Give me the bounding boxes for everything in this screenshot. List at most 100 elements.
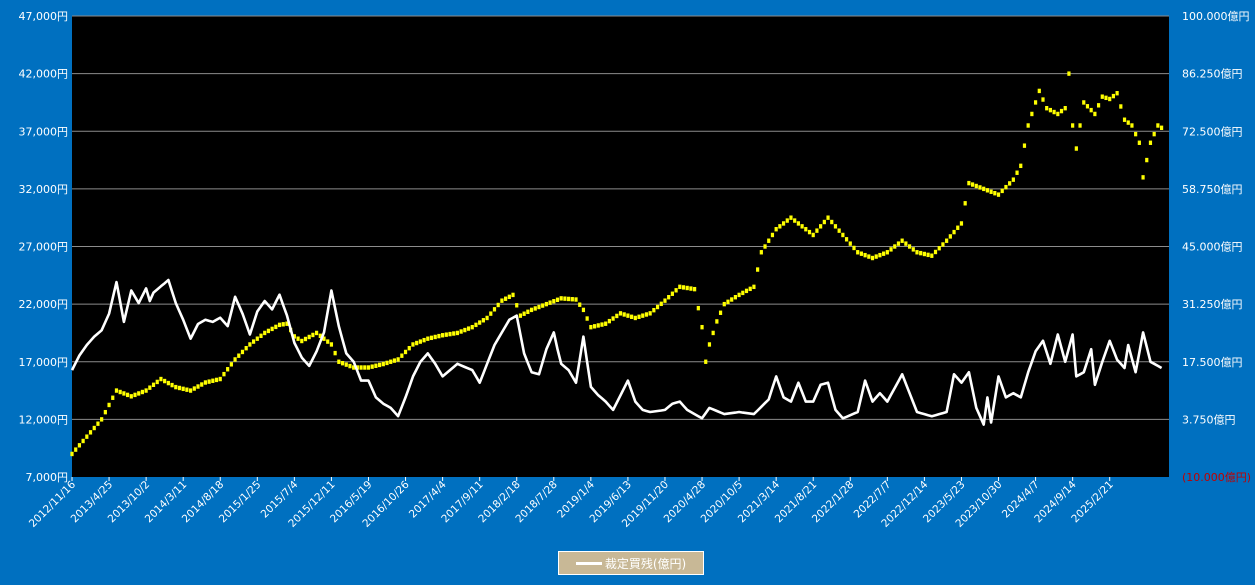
price-point: [296, 336, 300, 341]
price-point: [396, 357, 400, 362]
legend-label: 裁定買残(億円): [604, 556, 687, 571]
price-point: [641, 313, 645, 318]
price-point: [811, 232, 815, 238]
price-point: [77, 443, 82, 448]
price-point: [122, 391, 126, 396]
price-point: [774, 227, 778, 232]
price-point: [956, 225, 960, 230]
price-point: [785, 218, 789, 223]
price-point: [948, 234, 952, 239]
price-point: [192, 386, 196, 391]
price-point: [322, 336, 326, 341]
price-point: [444, 332, 448, 337]
y-right-tick-label: 72.500億円: [1182, 125, 1243, 138]
price-point: [704, 359, 708, 364]
price-point: [529, 307, 534, 313]
price-point: [655, 304, 660, 310]
price-point: [796, 221, 800, 226]
price-point: [285, 321, 289, 326]
price-point: [970, 182, 975, 187]
price-point: [504, 296, 508, 301]
price-point: [363, 365, 367, 370]
y-left-tick-label: 47,000円: [19, 10, 69, 23]
price-point: [1148, 140, 1153, 145]
price-point: [1119, 104, 1123, 109]
price-point: [466, 326, 471, 331]
price-point: [581, 307, 586, 313]
price-point: [526, 309, 530, 315]
price-point: [848, 241, 852, 246]
price-point: [741, 290, 745, 296]
price-point: [1130, 123, 1134, 128]
price-point: [303, 336, 308, 342]
price-point: [1008, 181, 1012, 186]
price-point: [307, 334, 311, 340]
price-point: [155, 379, 159, 385]
price-point: [733, 295, 737, 300]
price-point: [1100, 94, 1104, 99]
price-point: [1067, 71, 1071, 76]
price-point: [570, 297, 574, 302]
price-point: [611, 316, 615, 321]
balance-line: [70, 278, 1163, 426]
price-point: [163, 378, 167, 384]
y-left-tick-label: 7,000円: [26, 471, 69, 484]
price-point: [696, 305, 700, 311]
price-point: [952, 229, 956, 235]
price-point: [1078, 123, 1082, 128]
price-point: [911, 247, 915, 252]
price-point: [329, 342, 334, 347]
price-point: [441, 333, 445, 338]
price-point: [459, 329, 463, 334]
price-point: [985, 188, 990, 193]
price-point: [403, 349, 408, 355]
price-point: [474, 322, 478, 328]
price-point: [1037, 88, 1041, 94]
price-point: [819, 224, 823, 229]
price-point: [352, 365, 356, 370]
price-point: [255, 336, 259, 341]
price-point: [833, 224, 838, 229]
price-point: [1085, 104, 1090, 109]
price-point: [893, 244, 897, 249]
price-point: [389, 359, 393, 364]
price-point: [600, 322, 604, 327]
price-point: [429, 335, 434, 341]
left-axis-ticks: 7,000円 12,000円 17,000円 22,000円 27,000円 32,000…: [19, 10, 69, 484]
price-point: [81, 438, 85, 444]
price-point: [648, 311, 652, 316]
price-point: [214, 377, 219, 383]
price-point: [707, 342, 712, 347]
y-right-tick-label: (10.000億円): [1182, 471, 1251, 484]
price-point: [1104, 95, 1108, 101]
price-point: [478, 320, 482, 325]
price-point: [492, 307, 497, 312]
price-point: [118, 389, 122, 395]
price-point: [919, 250, 923, 256]
price-point: [789, 215, 793, 220]
price-point: [867, 254, 871, 259]
price-point: [422, 337, 426, 343]
price-point: [374, 363, 378, 368]
y-right-tick-label: 17.500億円: [1182, 356, 1243, 369]
price-point: [852, 245, 856, 251]
price-point: [88, 430, 93, 435]
price-point: [415, 340, 419, 346]
price-point: [882, 251, 886, 256]
price-point: [522, 311, 526, 316]
price-point: [663, 298, 667, 303]
y-right-tick-label: 100.000億円: [1182, 10, 1250, 23]
price-point: [211, 378, 215, 383]
price-point: [844, 237, 849, 242]
price-point: [1000, 188, 1004, 194]
price-point: [548, 300, 552, 305]
price-point: [763, 244, 767, 249]
price-point: [800, 224, 804, 229]
price-point: [685, 285, 689, 291]
price-point: [1030, 111, 1034, 117]
price-point: [533, 306, 537, 311]
price-point: [1033, 100, 1038, 105]
price-point: [315, 330, 319, 336]
price-point: [248, 342, 252, 347]
price-point: [240, 349, 245, 355]
